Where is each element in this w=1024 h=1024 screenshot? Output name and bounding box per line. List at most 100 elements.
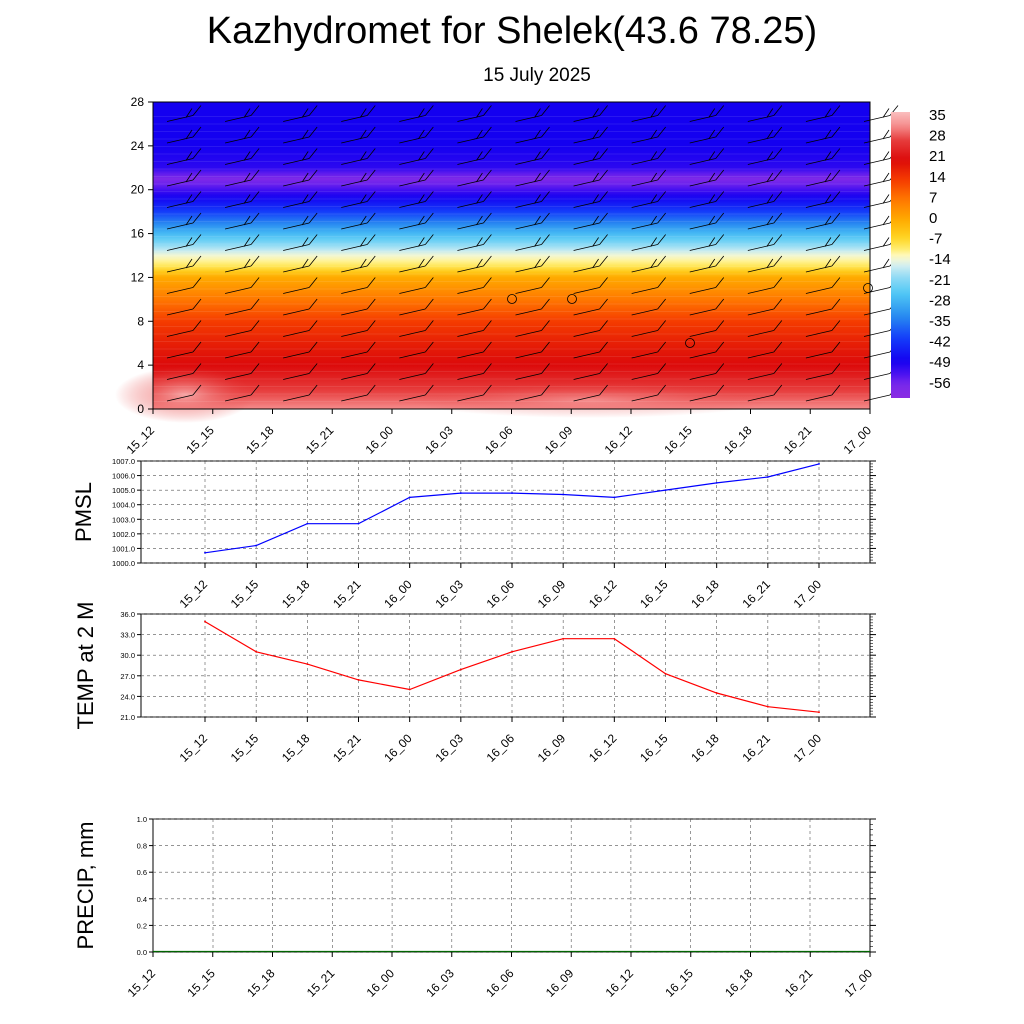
wind-barb-flag [657, 169, 666, 181]
wind-barb-flag [483, 234, 492, 245]
wind-barb-shaft [805, 222, 833, 230]
wind-barb-flag [766, 237, 774, 247]
pmsl-x-tick-label: 16_15 [637, 577, 671, 611]
pmsl-data-point [511, 492, 513, 494]
temp2m-ylabel: TEMP at 2 M [73, 602, 98, 730]
wind-barb-shaft [863, 158, 891, 165]
pmsl-data-point [562, 493, 565, 496]
wind-barb-flag [359, 215, 367, 226]
wind-barb-flag [534, 108, 541, 118]
wind-barb-shaft [689, 158, 716, 165]
wind-barb-shaft [689, 222, 716, 230]
colorbar-label: -42 [929, 334, 951, 351]
temp2m-x-tick-label: 16_00 [381, 731, 415, 765]
wind-barb-flag [882, 129, 890, 140]
wind-barb-shaft [341, 222, 368, 230]
wind-barb-shaft [515, 351, 542, 359]
wind-barb-flag [882, 258, 890, 269]
wind-barb-shaft [689, 179, 716, 187]
wind-barb-shaft [863, 265, 891, 273]
wind-barb-shaft [399, 136, 426, 144]
pmsl-x-tick-label: 15_15 [228, 577, 262, 611]
wind-barb-shaft [805, 136, 833, 144]
wind-barb-shaft [573, 265, 600, 273]
wind-barb-flag [250, 105, 260, 116]
wind-barb-shaft [341, 265, 368, 273]
pmsl-y-tick-label: 1003.0 [112, 515, 135, 524]
wind-barb-flag [483, 255, 492, 267]
temp2m-y-tick-label: 33.0 [120, 631, 135, 640]
wind-barb-shaft [166, 351, 194, 359]
wind-barb-flag [599, 212, 608, 224]
y-tick-label: 28 [131, 95, 145, 109]
wind-barb-shaft [631, 158, 658, 165]
wind-barb-shaft [457, 115, 484, 122]
x-tick-label: 17_00 [841, 423, 875, 457]
wind-barb-shaft [341, 394, 368, 402]
wind-barb-shaft [631, 115, 658, 122]
wind-barb-flag [476, 151, 483, 161]
wind-barb-flag [192, 105, 202, 116]
pmsl-y-tick-label: 1006.0 [112, 472, 135, 481]
wind-barb-shaft [863, 351, 891, 359]
wind-barb-shaft [341, 115, 368, 122]
wind-barb-shaft [457, 265, 484, 273]
wind-barb-flag [773, 169, 783, 181]
wind-barb-shaft [631, 373, 658, 380]
wind-barb-flag [192, 384, 202, 396]
wind-barb-flag [541, 105, 550, 116]
wind-barb-flag [308, 126, 318, 138]
wind-barb-shaft [747, 201, 774, 208]
wind-barb-shaft [283, 244, 310, 251]
wind-barb-flag [592, 194, 599, 204]
wind-barb-flag [308, 148, 318, 159]
wind-barb-shaft [573, 373, 600, 380]
wind-barb-shaft [805, 287, 833, 294]
wind-barb-shaft [399, 179, 426, 187]
temp2m-y-tick-label: 30.0 [120, 651, 135, 660]
wind-barb-shaft [224, 158, 252, 165]
wind-barb-flag [831, 277, 841, 288]
wind-barb-flag [308, 105, 318, 116]
wind-barb-flag [708, 172, 716, 183]
wind-barb-flag [773, 320, 783, 331]
wind-barb-flag [831, 191, 841, 202]
wind-barb-flag [715, 255, 725, 267]
wind-barb-flag [366, 277, 376, 288]
wind-barb-shaft [457, 179, 484, 187]
wind-barb-shaft [689, 136, 716, 144]
x-tick-label: 16_12 [602, 423, 636, 457]
wind-barb-flag [359, 129, 367, 140]
wind-barb-flag [359, 151, 367, 161]
wind-barb-flag [418, 108, 425, 118]
wind-barb-shaft [341, 308, 368, 316]
wind-barb-shaft [457, 394, 484, 402]
wind-barb-flag [708, 108, 716, 118]
wind-barb-shaft [515, 244, 542, 251]
x-tick-label: 15_15 [183, 423, 217, 457]
wind-barb-shaft [283, 287, 310, 294]
wind-barb-flag [359, 172, 367, 183]
wind-barb-flag [824, 194, 832, 204]
wind-barb-flag [715, 320, 725, 331]
pmsl-x-tick-label: 15_12 [177, 577, 211, 611]
colorbar-label: 35 [929, 107, 946, 124]
pmsl-frame [140, 460, 871, 564]
pmsl-x-tick-label: 16_06 [484, 577, 518, 611]
pmsl-ylabel: PMSL [71, 482, 96, 542]
precip-x-tick-label: 15_18 [244, 966, 278, 1000]
wind-barb-shaft [399, 222, 426, 230]
wind-barb-flag [592, 108, 599, 118]
wind-barb-flag [773, 298, 783, 310]
wind-barb-shaft [689, 330, 716, 337]
wind-barb-shaft [515, 330, 542, 337]
wind-barb-flag [650, 258, 657, 269]
y-tick-label: 0 [137, 402, 144, 416]
wind-barb-flag [831, 363, 841, 374]
wind-barb-flag [418, 258, 425, 269]
wind-barb-flag [366, 126, 376, 138]
wind-barb-shaft [863, 222, 891, 230]
wind-barb-shaft [399, 373, 426, 380]
colorbar-label: -14 [929, 251, 951, 268]
pmsl-data-point [766, 476, 769, 478]
